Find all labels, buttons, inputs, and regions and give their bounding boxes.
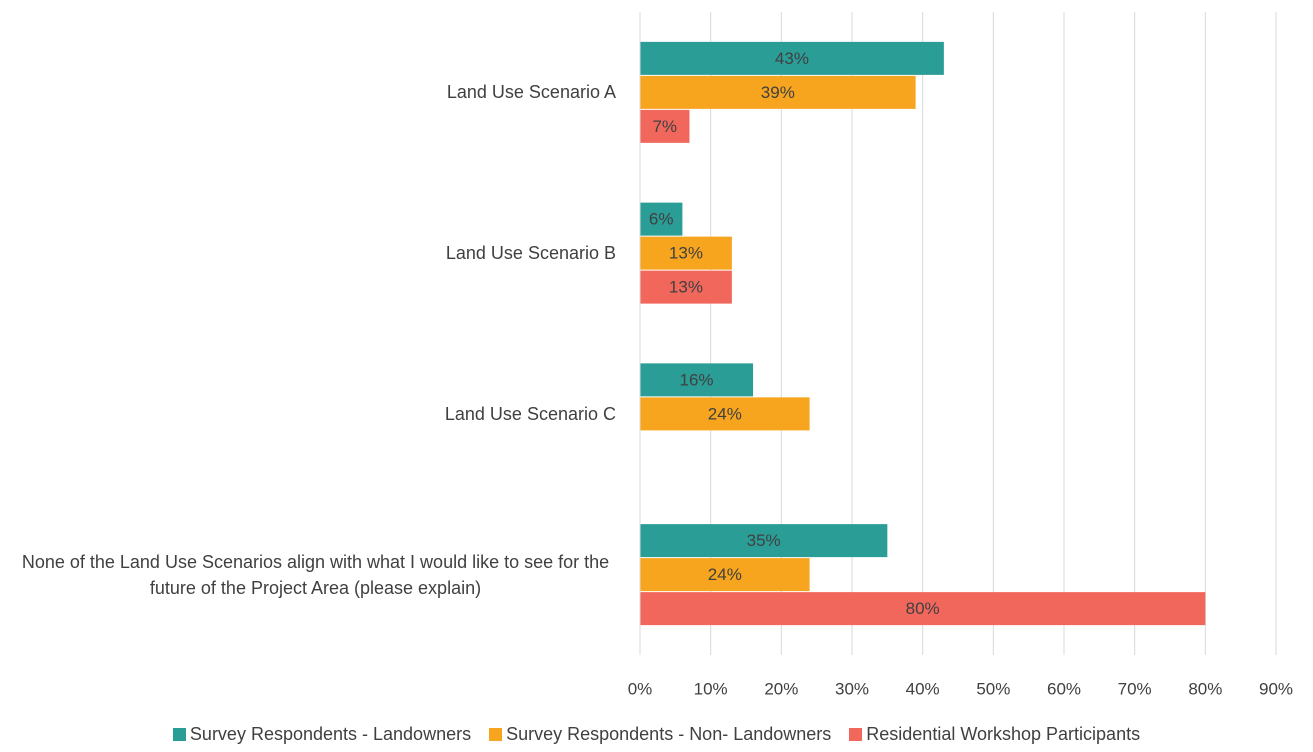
category-label: Land Use Scenario B xyxy=(445,243,616,264)
data-label: 6% xyxy=(649,210,674,229)
data-label: 24% xyxy=(708,565,742,584)
legend-swatch xyxy=(489,728,503,741)
legend-label: Residential Workshop Participants xyxy=(866,724,1141,744)
data-label: 13% xyxy=(669,278,703,297)
x-tick-label: 80% xyxy=(1188,679,1222,698)
legend-label: Survey Respondents - Non- Landowners xyxy=(506,724,832,744)
data-label: 39% xyxy=(761,83,795,102)
category-label: Land Use Scenario C xyxy=(444,403,616,424)
bar xyxy=(640,558,810,592)
bar xyxy=(640,592,1206,626)
legend-label: Survey Respondents - Landowners xyxy=(189,724,472,744)
x-tick-label: 50% xyxy=(976,679,1010,698)
legend-swatch xyxy=(172,728,186,741)
category-label: None of the Land Use Scenarios align wit… xyxy=(21,551,610,598)
x-tick-label: 70% xyxy=(1118,679,1152,698)
bar xyxy=(640,363,754,397)
category-label: Land Use Scenario A xyxy=(446,82,616,103)
data-label: 43% xyxy=(775,49,809,68)
x-tick-label: 0% xyxy=(628,679,653,698)
legend: Survey Respondents - Landowners Survey Re… xyxy=(0,724,1313,745)
data-label: 80% xyxy=(906,599,940,618)
data-label: 24% xyxy=(708,404,742,423)
x-tick-label: 30% xyxy=(835,679,869,698)
x-tick-label: 40% xyxy=(906,679,940,698)
bar xyxy=(640,109,690,143)
bar xyxy=(640,270,732,304)
x-tick-label: 10% xyxy=(694,679,728,698)
data-label: 13% xyxy=(669,244,703,263)
data-label: 35% xyxy=(747,531,781,550)
bar xyxy=(640,236,732,270)
legend-item: Residential Workshop Participants xyxy=(849,724,1140,745)
data-label: 16% xyxy=(680,370,714,389)
x-tick-label: 90% xyxy=(1259,679,1293,698)
x-tick-label: 60% xyxy=(1047,679,1081,698)
bar xyxy=(640,202,683,236)
legend-swatch xyxy=(849,728,863,741)
legend-item: Survey Respondents - Non- Landowners xyxy=(489,724,831,745)
bar xyxy=(640,41,944,75)
x-tick-label: 20% xyxy=(764,679,798,698)
bar xyxy=(640,524,888,558)
legend-item: Survey Respondents - Landowners xyxy=(172,724,472,745)
bar xyxy=(640,75,916,109)
data-label: 7% xyxy=(652,117,677,136)
bar xyxy=(640,397,810,431)
